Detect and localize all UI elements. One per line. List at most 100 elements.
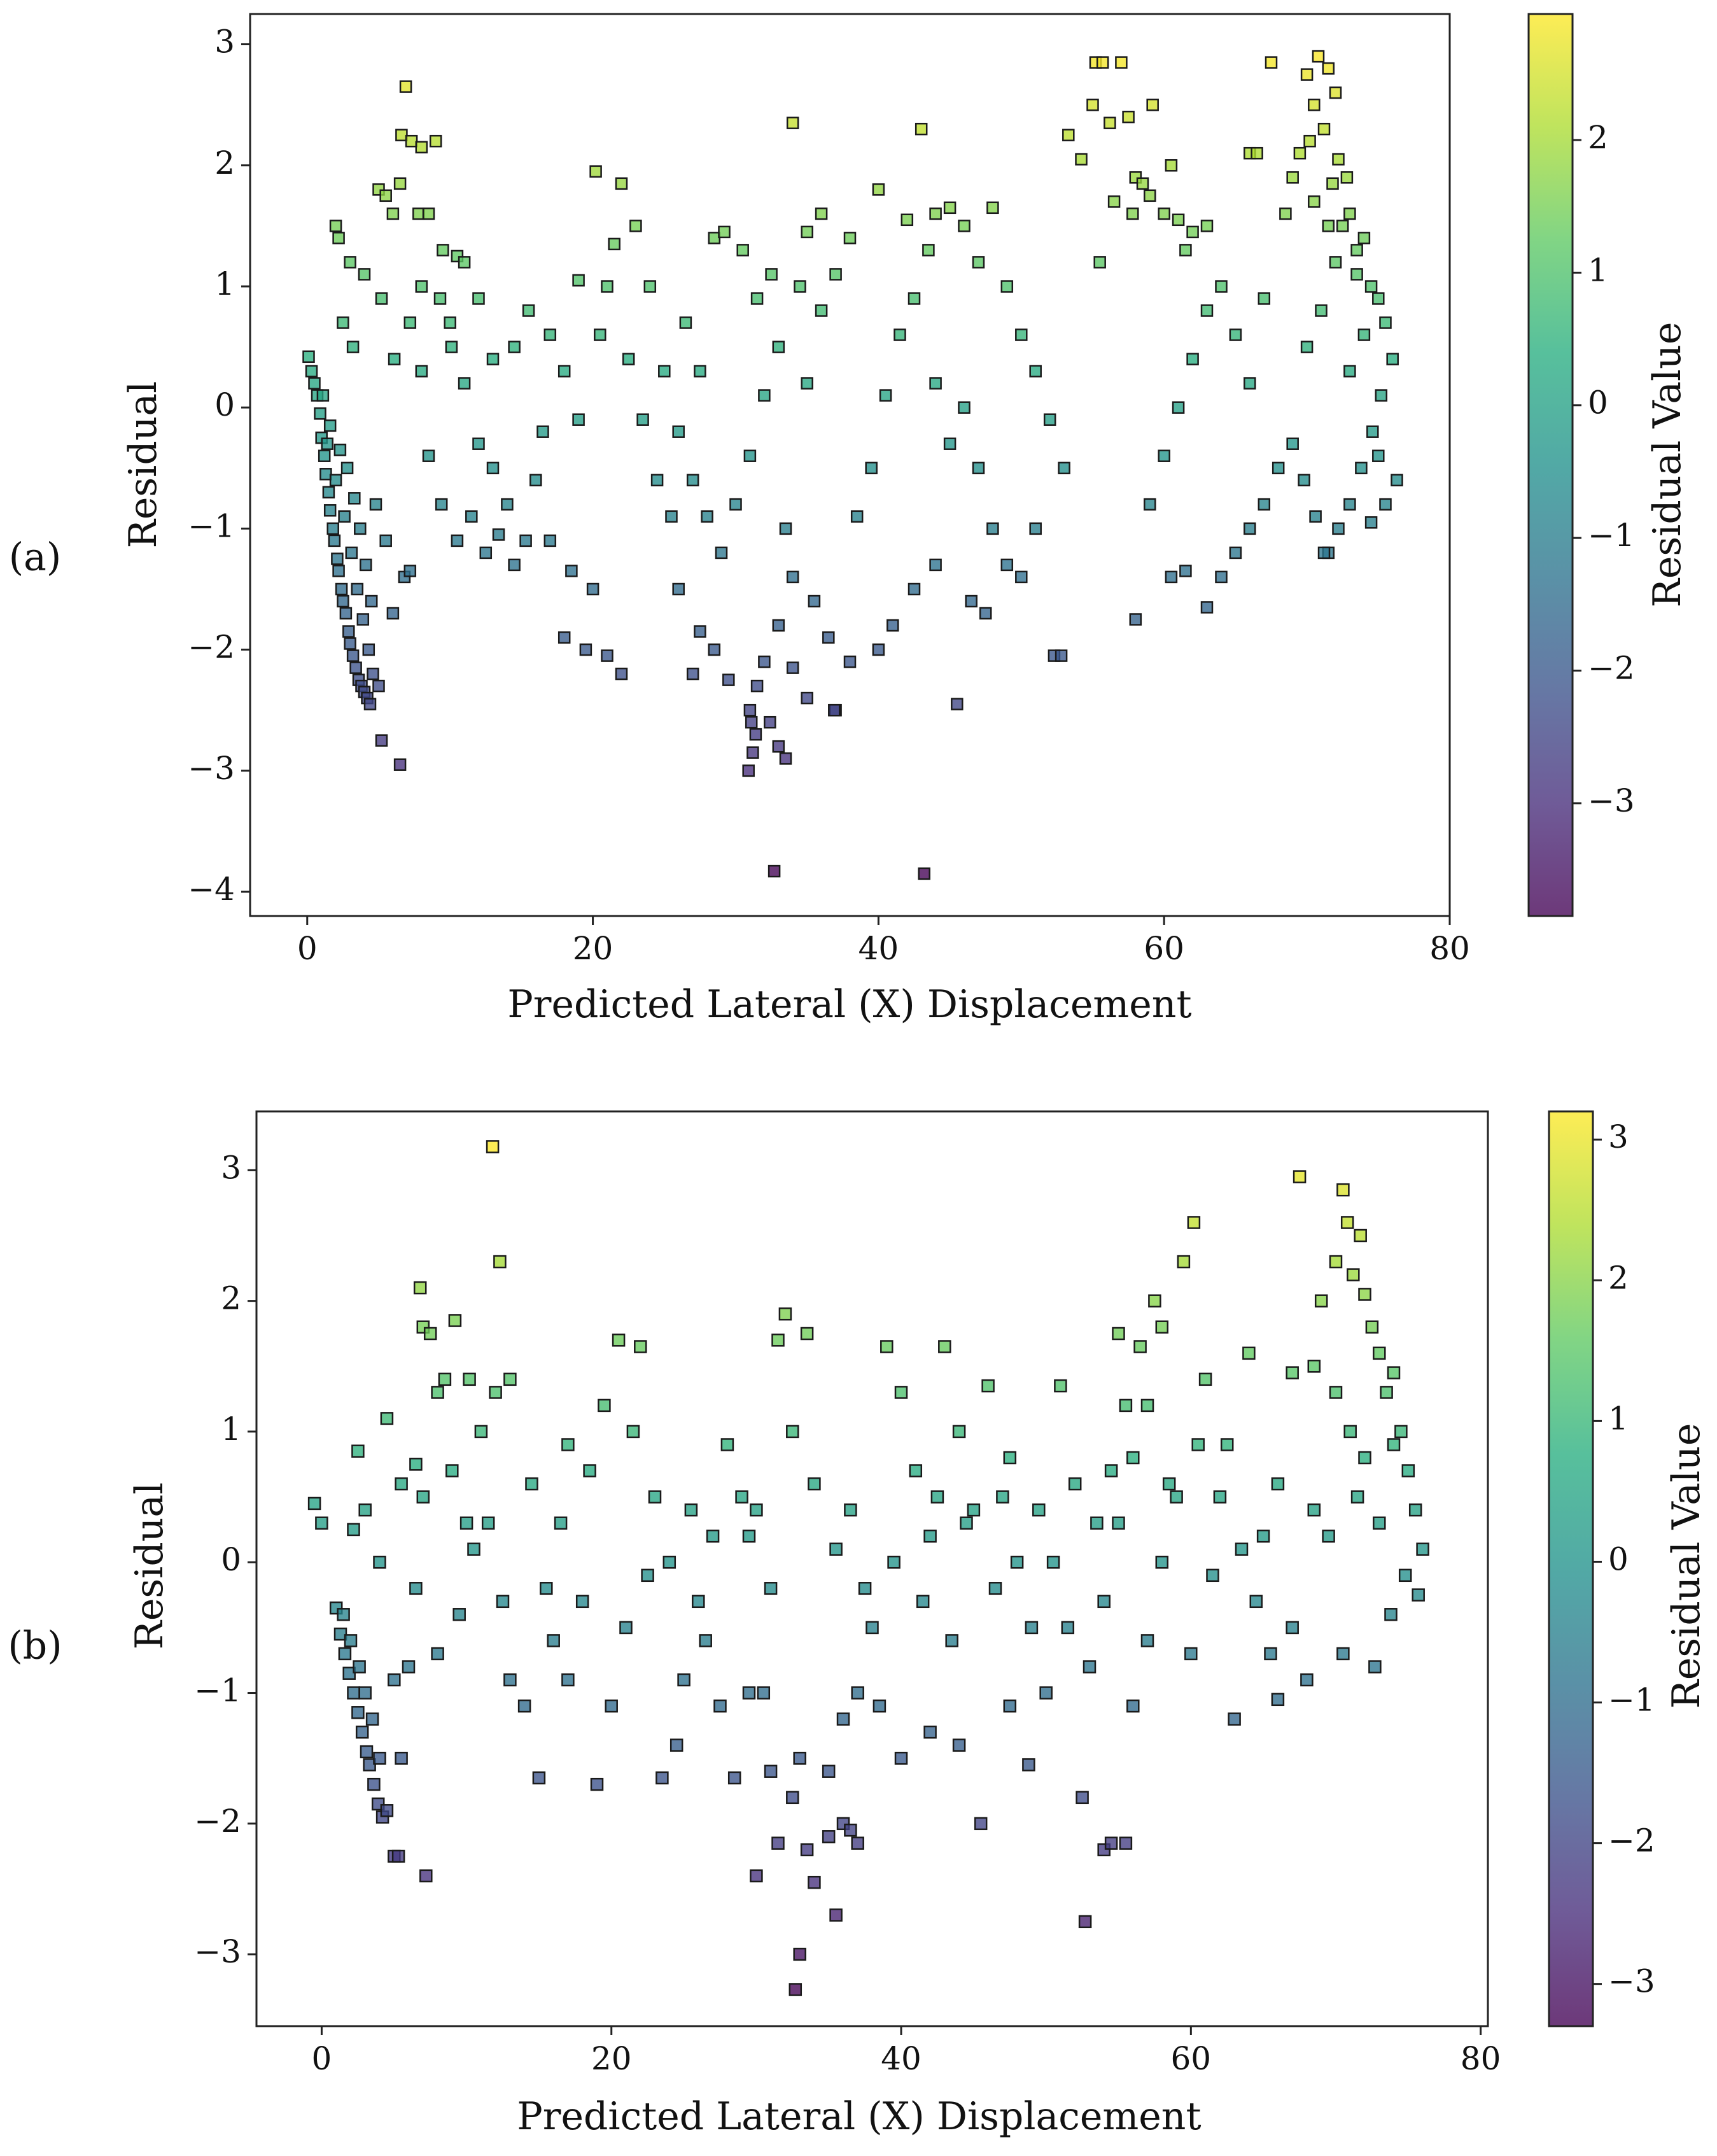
scatter-point-b-72 xyxy=(750,1503,763,1517)
scatter-point-a-193 xyxy=(1122,110,1135,123)
scatter-point-b-39 xyxy=(445,1464,459,1477)
panel-label-a: (a) xyxy=(9,535,62,580)
scatter-point-a-83 xyxy=(465,510,478,523)
scatter-point-b-177 xyxy=(1220,1438,1234,1451)
scatter-point-b-68 xyxy=(692,1595,705,1609)
scatter-point-b-198 xyxy=(858,1582,872,1595)
scatter-point-a-172 xyxy=(1015,328,1028,341)
scatter-point-a-269 xyxy=(1350,268,1363,281)
scatter-point-b-130 xyxy=(1187,1216,1201,1229)
x-axis-a: 0 20 40 60 80 xyxy=(297,916,1470,967)
scatter-point-b-65 xyxy=(677,1673,690,1687)
scatter-point-b-57 xyxy=(619,1621,633,1635)
scatter-point-a-191 xyxy=(1115,56,1128,69)
scatter-point-a-215 xyxy=(1272,461,1285,475)
scatter-point-a-80 xyxy=(422,449,435,462)
scatter-point-b-70 xyxy=(720,1438,734,1451)
scatter-point-b-140 xyxy=(1213,1490,1227,1504)
scatter-point-b-190 xyxy=(641,1568,654,1582)
colorbar-tick-label-a-4: 1 xyxy=(1588,251,1608,288)
scatter-point-a-146 xyxy=(872,643,885,656)
scatter-point-a-29 xyxy=(345,546,358,560)
scatter-point-a-178 xyxy=(1029,522,1042,535)
scatter-point-a-203 xyxy=(1186,225,1199,239)
scatter-point-a-62 xyxy=(415,141,428,153)
scatter-point-a-121 xyxy=(801,225,813,239)
scatter-point-a-202 xyxy=(1172,213,1185,227)
scatter-point-b-197 xyxy=(844,1503,857,1517)
scatter-point-b-146 xyxy=(1300,1673,1314,1687)
scatter-point-b-15 xyxy=(344,1634,358,1647)
scatter-point-b-164 xyxy=(1398,1568,1412,1582)
scatter-point-a-280 xyxy=(636,413,649,426)
scatter-point-a-94 xyxy=(565,565,578,577)
scatter-point-a-10 xyxy=(326,522,339,535)
scatter-point-a-130 xyxy=(743,703,757,717)
scatter-point-b-18 xyxy=(365,1712,379,1726)
scatter-point-a-242 xyxy=(1350,244,1363,257)
scatter-point-b-6 xyxy=(347,1686,360,1700)
scatter-point-b-153 xyxy=(1354,1229,1367,1243)
scatter-point-a-2 xyxy=(308,377,321,390)
y-tick-label-b-6: 3 xyxy=(221,1149,241,1186)
scatter-point-a-51 xyxy=(332,232,345,244)
scatter-point-a-81 xyxy=(435,498,448,511)
scatter-point-a-122 xyxy=(786,116,799,129)
scatter-point-a-231 xyxy=(1308,98,1321,111)
scatter-point-b-156 xyxy=(1373,1346,1386,1360)
scatter-point-a-123 xyxy=(815,208,828,220)
scatter-point-b-109 xyxy=(1025,1621,1039,1635)
scatter-point-a-159 xyxy=(929,208,942,220)
x-tick-label-b-0: 0 xyxy=(312,2040,332,2077)
scatter-point-a-0 xyxy=(302,350,315,363)
scatter-point-a-63 xyxy=(429,134,442,148)
scatter-point-a-11 xyxy=(328,534,341,547)
scatter-point-b-149 xyxy=(1329,1255,1343,1269)
scatter-point-b-173 xyxy=(1373,1516,1386,1530)
scatter-point-b-158 xyxy=(1387,1366,1401,1379)
scatter-point-a-240 xyxy=(1336,220,1349,232)
scatter-point-a-244 xyxy=(1364,280,1378,293)
scatter-point-a-264 xyxy=(1379,498,1392,511)
scatter-point-b-124 xyxy=(1119,1836,1133,1850)
scatter-point-b-160 xyxy=(1401,1464,1415,1477)
scatter-point-a-170 xyxy=(986,201,999,215)
scatter-point-b-50 xyxy=(517,1699,531,1713)
scatter-point-b-112 xyxy=(1068,1477,1082,1491)
scatter-point-a-39 xyxy=(354,522,367,535)
scatter-point-a-129 xyxy=(828,703,841,717)
scatter-point-a-33 xyxy=(367,667,379,680)
scatter-point-b-62 xyxy=(626,1425,640,1439)
y-tick-label-a-4: 0 xyxy=(214,386,235,423)
scatter-point-b-61 xyxy=(634,1340,647,1353)
scatter-point-a-167 xyxy=(829,268,842,281)
scatter-point-b-155 xyxy=(1365,1320,1379,1334)
scatter-point-b-208 xyxy=(1061,1621,1075,1635)
scatter-point-b-46 xyxy=(503,1372,517,1386)
scatter-point-b-28 xyxy=(358,1503,372,1517)
scatter-point-b-217 xyxy=(1235,1542,1249,1556)
scatter-point-a-77 xyxy=(472,437,485,450)
scatter-point-a-278 xyxy=(572,274,585,287)
scatter-point-b-207 xyxy=(1046,1555,1060,1569)
scatter-point-b-145 xyxy=(1286,1621,1299,1635)
scatter-point-b-151 xyxy=(1340,1216,1354,1229)
scatter-point-a-283 xyxy=(679,316,692,329)
scatter-point-a-223 xyxy=(1244,377,1256,390)
scatter-point-a-147 xyxy=(887,619,899,632)
scatter-point-b-53 xyxy=(561,1673,575,1687)
scatter-point-b-201 xyxy=(930,1490,944,1504)
scatter-point-b-135 xyxy=(1112,1327,1125,1341)
scatter-point-a-138 xyxy=(764,715,776,729)
scatter-point-b-114 xyxy=(894,1751,908,1765)
scatter-point-a-173 xyxy=(1029,365,1042,377)
scatter-point-a-221 xyxy=(1215,280,1228,293)
colorbar-a xyxy=(1527,13,1574,917)
scatter-point-b-96 xyxy=(836,1712,850,1726)
scatter-point-a-59 xyxy=(399,80,412,93)
scatter-point-b-181 xyxy=(409,1582,423,1595)
scatter-point-b-20 xyxy=(380,1804,394,1817)
scatter-point-b-171 xyxy=(1343,1425,1357,1439)
colorbar-tick-label-b-4: 1 xyxy=(1608,1400,1629,1437)
scatter-point-a-156 xyxy=(894,328,906,341)
